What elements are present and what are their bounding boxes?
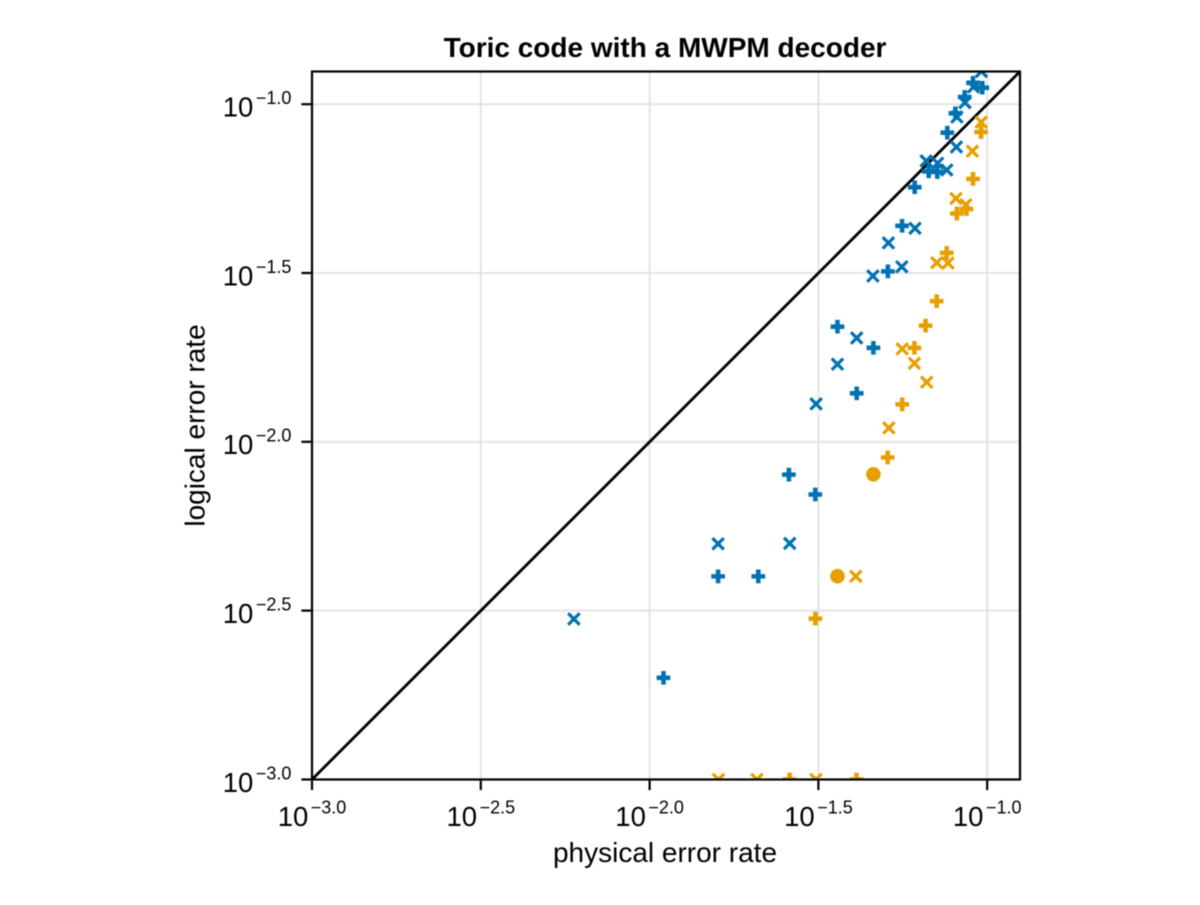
- svg-text:Toric code with a MWPM decoder: Toric code with a MWPM decoder: [444, 32, 887, 63]
- svg-text:logical error rate: logical error rate: [180, 324, 211, 526]
- svg-text:physical error rate: physical error rate: [553, 837, 777, 868]
